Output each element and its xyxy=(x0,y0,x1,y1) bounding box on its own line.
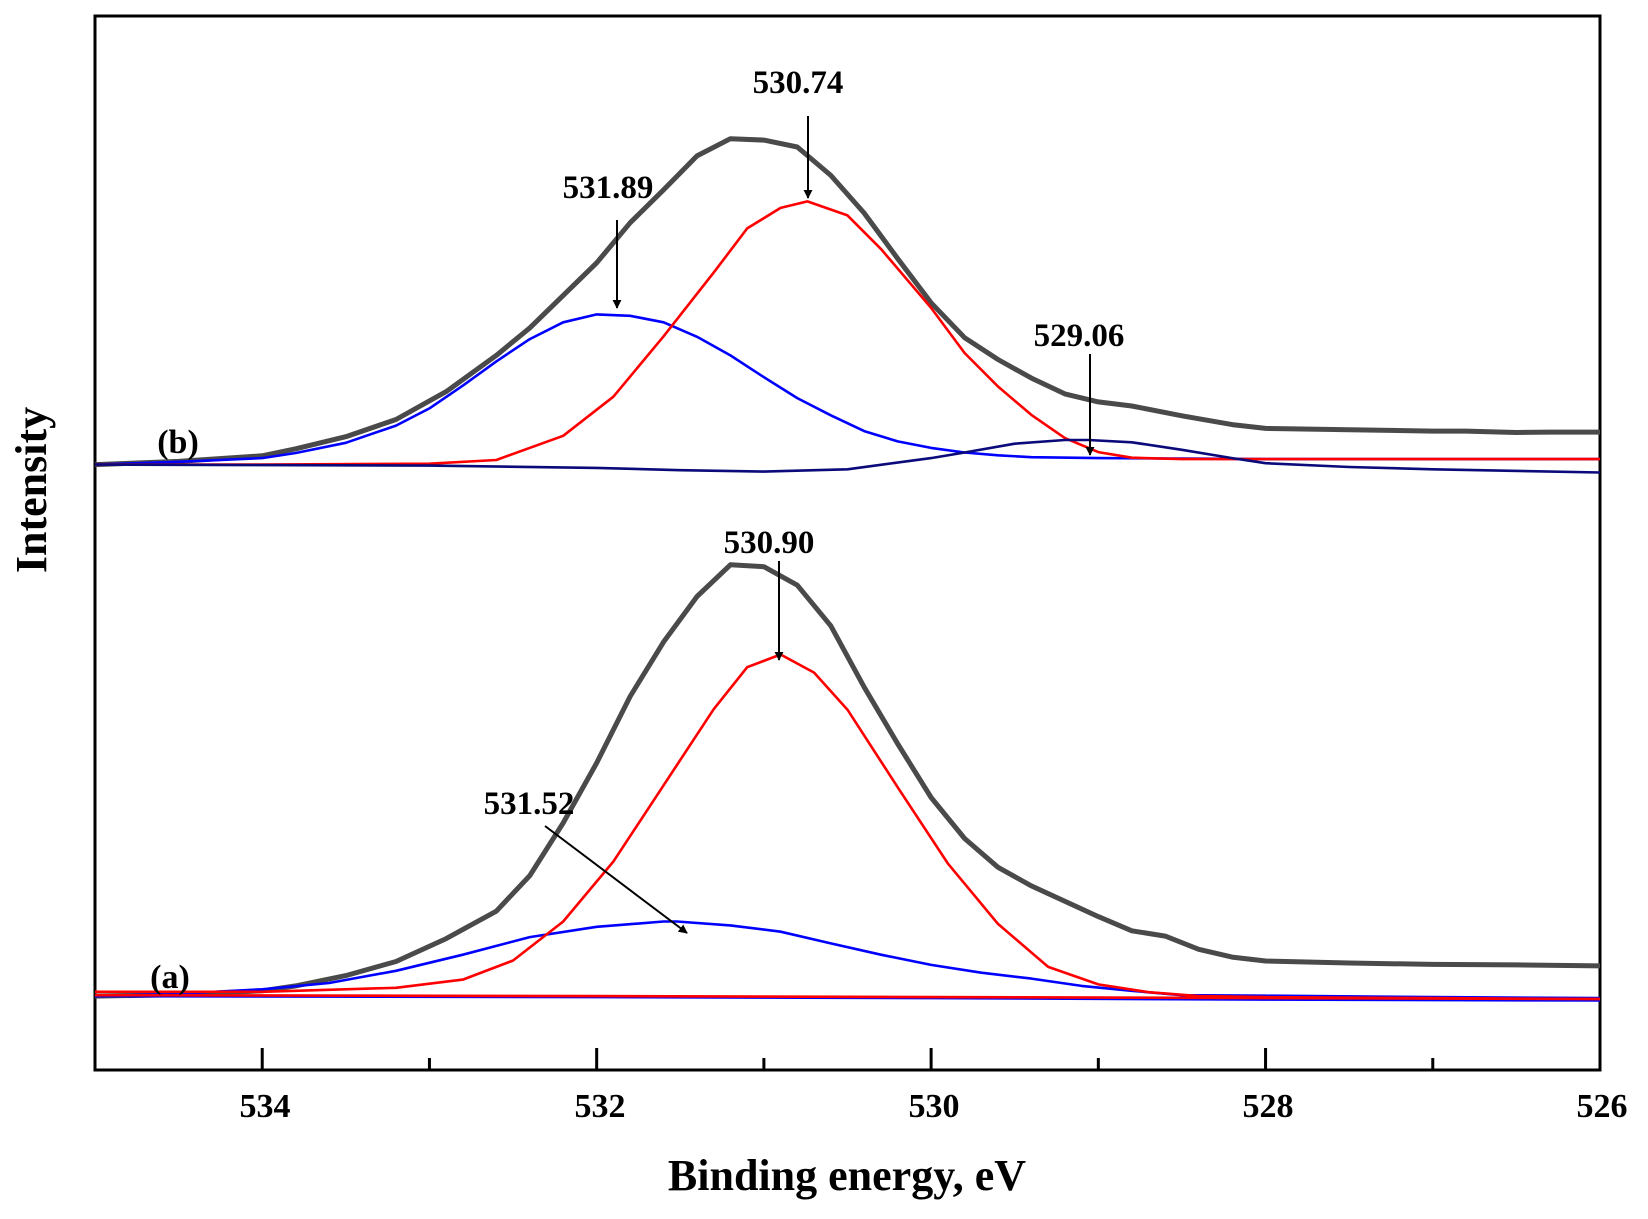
panel-a-series-component-530-90 xyxy=(95,653,1601,1001)
panel-b-series-component-530-74 xyxy=(95,200,1600,466)
panel-b-series-envelope xyxy=(94,136,1600,468)
x-tick-label-528: 528 xyxy=(1243,1088,1294,1125)
panel-b-series-component-529-06 xyxy=(94,438,1601,474)
x-tick-labels: 534 532 530 528 526 xyxy=(240,1088,1628,1125)
peak-label-531-52: 531.52 xyxy=(484,786,575,822)
x-tick-label-526: 526 xyxy=(1577,1088,1628,1125)
panel-a-series-component-531-52 xyxy=(94,920,1601,1000)
x-tick-label-534: 534 xyxy=(240,1088,291,1125)
panel-b-series-component-531-89 xyxy=(94,313,1600,466)
peak-label-530-74: 530.74 xyxy=(753,65,844,101)
peak-label-529-06: 529.06 xyxy=(1034,318,1125,354)
panel-label-a: (a) xyxy=(150,959,190,996)
panel-a-series-baseline-2 xyxy=(94,993,1601,1001)
peak-arrow-531-52 xyxy=(544,825,688,934)
x-tick-label-532: 532 xyxy=(575,1088,626,1125)
x-axis-label: Binding energy, eV xyxy=(668,1151,1026,1200)
y-axis-label: Intensity xyxy=(7,407,56,573)
plot-frame xyxy=(93,14,1602,1072)
x-tick-label-530: 530 xyxy=(909,1088,960,1125)
panel-b-series xyxy=(94,136,1601,474)
panel-a-series xyxy=(94,562,1601,1002)
x-ticks xyxy=(93,1048,1602,1070)
peak-label-531-89: 531.89 xyxy=(563,170,654,206)
panel-a-series-envelope xyxy=(94,562,1601,999)
panel-label-b: (b) xyxy=(157,424,199,461)
peak-label-530-90: 530.90 xyxy=(724,525,815,561)
